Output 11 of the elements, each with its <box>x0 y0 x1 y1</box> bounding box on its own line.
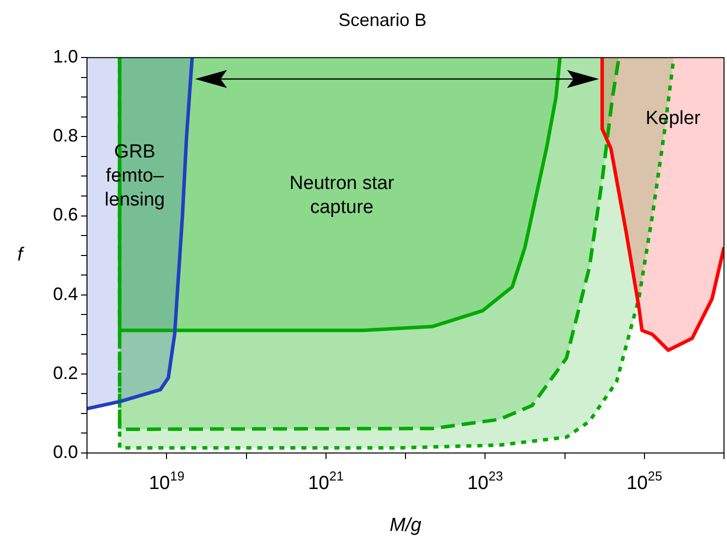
x-axis-title: M/g <box>390 514 422 536</box>
y-tick-label: 0.6 <box>52 204 78 225</box>
y-tick-label: 0.0 <box>52 442 78 462</box>
y-axis-title: f <box>17 244 24 266</box>
annotation: Neutron star capture <box>290 173 395 218</box>
annotation: Kepler <box>646 108 702 130</box>
y-tick-label: 1.0 <box>52 46 78 67</box>
y-tick-label: 0.2 <box>52 362 78 383</box>
y-tick-label: 0.8 <box>52 126 78 146</box>
y-tick-label: 0.4 <box>52 284 78 304</box>
chart-title: Scenario B <box>338 10 427 30</box>
